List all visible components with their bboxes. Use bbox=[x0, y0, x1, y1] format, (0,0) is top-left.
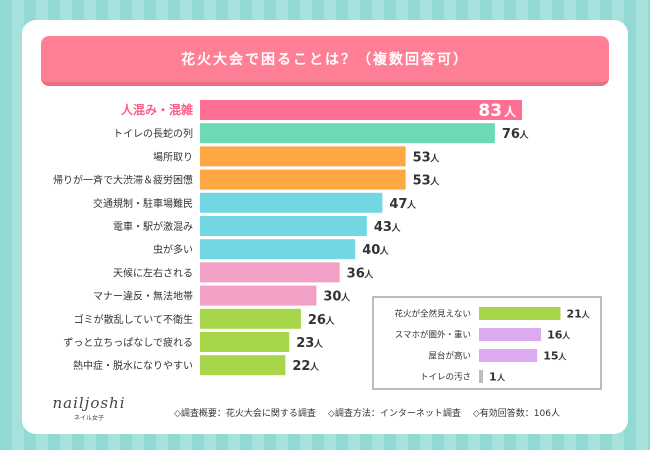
inset-unit-label: 人 bbox=[497, 373, 506, 383]
unit-label: 人 bbox=[429, 152, 440, 164]
category-label: 交通規制・駐車場難民 bbox=[93, 197, 193, 210]
inset-data-label: 21 bbox=[566, 308, 581, 321]
unit-label: 人 bbox=[379, 245, 390, 257]
inset-unit-label: 人 bbox=[562, 331, 571, 341]
bar bbox=[200, 262, 340, 283]
logo-name: nailjoshi bbox=[52, 394, 126, 412]
bar bbox=[200, 169, 406, 190]
category-label: 天候に左右される bbox=[113, 266, 193, 279]
bar bbox=[200, 123, 495, 144]
unit-label: 人 bbox=[324, 315, 335, 327]
bar bbox=[200, 216, 367, 236]
data-label: 76 bbox=[502, 127, 520, 142]
category-label: 場所取り bbox=[153, 150, 193, 163]
bar bbox=[200, 355, 286, 376]
data-label: 23 bbox=[296, 336, 314, 351]
footer: ◇調査概要：花火大会に関する調査 ◇調査方法：インターネット調査 ◇有効回答数：… bbox=[174, 406, 624, 419]
category-label: 電車・駅が激混み bbox=[113, 220, 193, 233]
data-label: 30 bbox=[323, 290, 341, 305]
unit-label: 人 bbox=[340, 292, 351, 304]
category-label: マナー違反・無法地帯 bbox=[93, 290, 193, 303]
data-label: 47 bbox=[389, 197, 407, 212]
category-label: 帰りが一斉で大渋滞＆疲労困憊 bbox=[53, 174, 193, 187]
bar bbox=[200, 239, 356, 260]
inset-data-label: 1 bbox=[489, 371, 497, 384]
inset-category-label: 屋台が高い bbox=[428, 351, 471, 362]
unit-label: 人 bbox=[504, 104, 517, 119]
footer-responses: ◇有効回答数：106人 bbox=[472, 409, 560, 419]
category-label: 熱中症・脱水になりやすい bbox=[73, 359, 193, 372]
inset-unit-label: 人 bbox=[581, 310, 590, 320]
inset-unit-label: 人 bbox=[558, 352, 567, 362]
data-label: 22 bbox=[292, 359, 310, 374]
category-label: ずっと立ちっぱなしで疲れる bbox=[63, 336, 193, 349]
unit-label: 人 bbox=[390, 222, 401, 234]
inset-category-label: スマホが圏外・重い bbox=[395, 330, 471, 341]
inset-bar bbox=[479, 370, 483, 383]
category-label: 人混み・混雑 bbox=[121, 102, 193, 117]
logo-sub: ネイル女子 bbox=[73, 415, 104, 422]
inset-data-label: 16 bbox=[547, 329, 563, 342]
unit-label: 人 bbox=[313, 338, 324, 350]
inset-data-label: 15 bbox=[543, 350, 558, 363]
data-label: 83 bbox=[478, 101, 502, 121]
bar bbox=[200, 146, 406, 167]
data-label: 26 bbox=[308, 313, 326, 328]
data-label: 53 bbox=[413, 174, 431, 189]
inset-bar bbox=[479, 349, 538, 362]
bar bbox=[200, 332, 290, 352]
data-label: 40 bbox=[362, 243, 380, 258]
chart-title: 花火大会で困ることは？（複数回答可） bbox=[41, 36, 609, 86]
category-label: ゴミが散乱していて不衛生 bbox=[74, 313, 193, 326]
logo: nailjoshi ネイル女子 bbox=[44, 394, 134, 422]
category-label: 虫が多い bbox=[153, 243, 193, 256]
inset-bar bbox=[479, 307, 561, 320]
inset-bar bbox=[479, 328, 542, 341]
data-label: 53 bbox=[413, 150, 431, 165]
bar bbox=[200, 100, 523, 120]
unit-label: 人 bbox=[363, 268, 374, 280]
inset-category-label: トイレの汚さ bbox=[420, 372, 471, 383]
data-label: 43 bbox=[374, 220, 392, 235]
unit-label: 人 bbox=[429, 176, 440, 188]
unit-label: 人 bbox=[309, 361, 320, 373]
unit-label: 人 bbox=[406, 199, 417, 211]
data-label: 36 bbox=[347, 266, 365, 281]
unit-label: 人 bbox=[518, 129, 529, 141]
bar bbox=[200, 192, 383, 213]
bar bbox=[200, 308, 301, 329]
footer-survey: ◇調査概要：花火大会に関する調査 bbox=[174, 409, 316, 419]
footer-method: ◇調査方法：インターネット調査 bbox=[327, 409, 461, 419]
category-label: トイレの長蛇の列 bbox=[113, 127, 193, 140]
bar bbox=[200, 285, 317, 306]
inset-category-label: 花火が全然見えない bbox=[394, 309, 471, 320]
